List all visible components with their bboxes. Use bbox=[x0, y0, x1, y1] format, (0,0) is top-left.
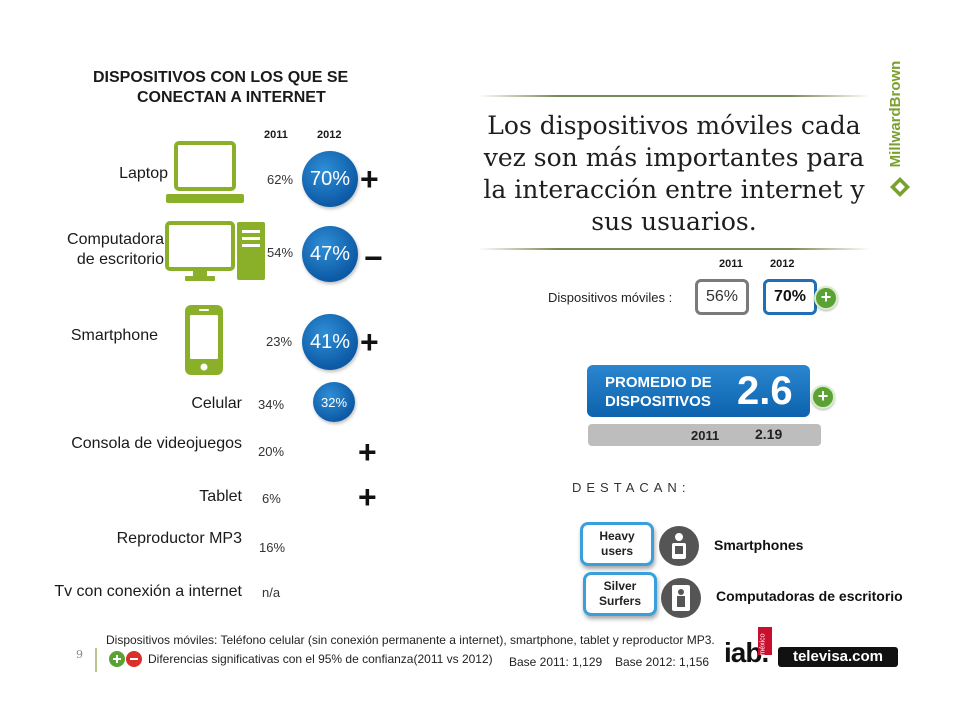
silver-surfers-bubble: Silver Surfers bbox=[583, 572, 657, 616]
pct-2011-laptop: 62% bbox=[267, 172, 294, 187]
device-label-celular: Celular bbox=[191, 395, 242, 412]
device-label-tablet: Tablet bbox=[199, 488, 242, 505]
footer-note: Dispositivos móviles: Teléfono celular (… bbox=[106, 633, 715, 647]
mobile-plus-icon: + bbox=[814, 286, 838, 310]
headline: Los dispositivos móviles cada vez son má… bbox=[483, 111, 865, 236]
headline-bottom-rule bbox=[478, 248, 870, 250]
laptop-icon bbox=[166, 141, 244, 203]
footer-legend: Diferencias significativas con el 95% de… bbox=[148, 652, 493, 666]
pct-2011-tablet: 6% bbox=[262, 491, 281, 506]
headline-top-rule bbox=[478, 95, 870, 97]
televisa-logo: televisa.com bbox=[778, 647, 898, 667]
sign-computadora: − bbox=[364, 240, 383, 276]
device-label-computadora: Computadora de escritorio bbox=[67, 231, 164, 268]
device-label-smartphone: Smartphone bbox=[70, 327, 158, 344]
destacan-heading: DESTACAN: bbox=[572, 480, 691, 495]
device-label-tv: Tv con conexión a internet bbox=[54, 583, 242, 600]
desktop-user-icon bbox=[661, 578, 701, 618]
mobile-year-2012: 2012 bbox=[770, 258, 795, 270]
footer-base-2011: Base 2011: 1,129 bbox=[509, 655, 603, 669]
device-label-mp3: Reproductor MP3 bbox=[116, 530, 242, 547]
pct-2012-celular-circle: 32% bbox=[313, 382, 355, 422]
millwardbrown-logo: MillwardBrown bbox=[886, 50, 914, 200]
footer-base-2012: Base 2012: 1,156 bbox=[615, 655, 710, 669]
pct-2011-smartphone: 23% bbox=[266, 334, 293, 349]
section-title: DISPOSITIVOS CON LOS QUE SE CONECTAN A I… bbox=[93, 69, 349, 106]
heavy-users-bubble: Heavy users bbox=[580, 522, 654, 566]
promedio-plus-icon: + bbox=[811, 385, 835, 409]
footer-divider bbox=[95, 648, 97, 672]
mobile-year-2011: 2011 bbox=[719, 258, 743, 270]
page-number: 9 bbox=[76, 648, 83, 661]
significance-legend-icon bbox=[109, 651, 142, 667]
smartphone-user-icon bbox=[659, 526, 699, 566]
pct-2012-smartphone-circle: 41% bbox=[302, 314, 358, 370]
pct-2012-laptop-circle: 70% bbox=[302, 151, 358, 207]
sign-laptop: + bbox=[360, 161, 379, 197]
pct-2012-computadora-circle: 47% bbox=[302, 226, 358, 282]
mobile-2011-box: 56% bbox=[695, 279, 749, 315]
destacan-smartphones: Smartphones bbox=[714, 537, 804, 553]
mobile-label: Dispositivos móviles : bbox=[548, 290, 673, 305]
pct-2011-tv: n/a bbox=[262, 585, 281, 600]
destacan-computadoras: Computadoras de escritorio bbox=[716, 588, 903, 604]
promedio-value: 2.6 bbox=[737, 369, 793, 413]
smartphone-icon bbox=[185, 305, 223, 375]
sign-consola: + bbox=[358, 434, 377, 470]
pct-2011-celular: 34% bbox=[258, 397, 285, 412]
device-label-consola: Consola de videojuegos bbox=[71, 435, 242, 452]
year-2012-header: 2012 bbox=[317, 129, 342, 141]
promedio-panel: PROMEDIO DE DISPOSITIVOS 2.6 bbox=[587, 365, 810, 417]
iab-mexico-logo: iab. méxico bbox=[722, 625, 774, 669]
promedio-2011-bar: 2011 2.19 bbox=[588, 424, 821, 446]
millwardbrown-mark-icon bbox=[890, 177, 910, 197]
pct-2011-computadora: 54% bbox=[267, 245, 294, 260]
device-label-laptop: Laptop bbox=[119, 165, 168, 182]
year-2011-header: 2011 bbox=[264, 129, 288, 141]
sign-tablet: + bbox=[358, 479, 377, 515]
pct-2011-consola: 20% bbox=[258, 444, 285, 459]
desktop-computer-icon bbox=[165, 221, 265, 281]
sign-smartphone: + bbox=[360, 324, 379, 360]
mobile-2012-box: 70% bbox=[763, 279, 817, 315]
pct-2011-mp3: 16% bbox=[259, 540, 286, 555]
